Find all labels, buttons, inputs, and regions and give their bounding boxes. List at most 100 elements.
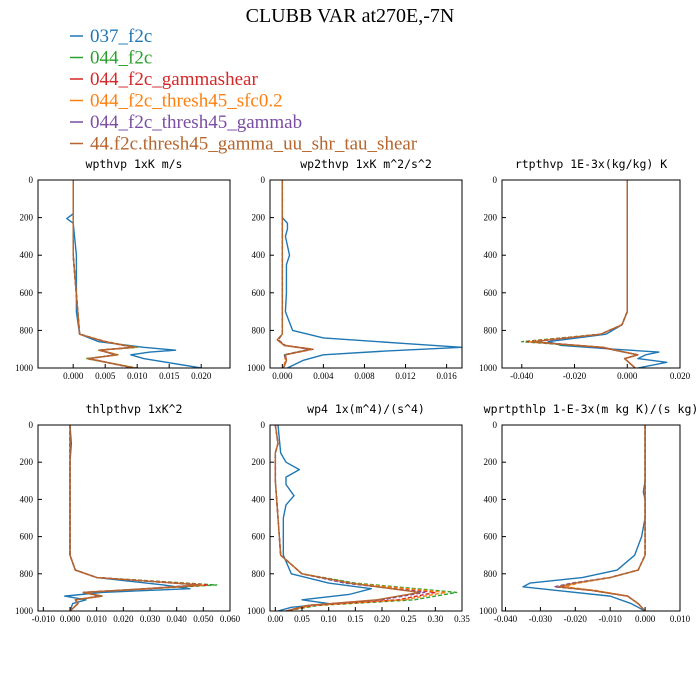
panel-2: wp2thvp 1xK m^2/s^2 0.000 0.004 0.008 0.012 0… <box>247 157 463 381</box>
y-tick-label: 800 <box>252 569 266 579</box>
legend-label: 037_f2c <box>90 26 152 47</box>
panels: wpthvp 1xK m/s0.000 0.005 0.010 0.015 0.0200… <box>15 157 698 624</box>
series-line <box>274 425 421 611</box>
y-tick-label: 600 <box>20 532 34 542</box>
panel-4: thlpthvp 1xK^2 -0.010 0.000 0.010 0.020 0.030… <box>15 402 241 624</box>
y-tick-label: 1000 <box>15 363 34 373</box>
x-tick-label: 0.000 <box>60 614 81 624</box>
x-tick-label: 0.010 <box>670 614 691 624</box>
x-tick-label: -0.010 <box>599 614 623 624</box>
x-tick-label: -0.020 <box>563 371 587 381</box>
y-tick-label: 0 <box>261 420 266 430</box>
y-tick-label: 1000 <box>479 363 498 373</box>
y-tick-label: 400 <box>252 250 266 260</box>
panel-frame <box>269 424 463 612</box>
y-tick-label: 200 <box>252 457 266 467</box>
series-line <box>277 180 314 368</box>
x-tick-label: 0.25 <box>401 614 417 624</box>
y-tick-label: 0 <box>493 420 498 430</box>
series-line <box>547 180 668 368</box>
panel-frame <box>37 179 231 369</box>
y-tick-label: 800 <box>20 569 34 579</box>
y-tick-label: 1000 <box>247 363 266 373</box>
x-tick-label: 0.30 <box>427 614 443 624</box>
plot-area <box>276 180 462 368</box>
series-line <box>72 180 136 368</box>
y-tick-label: 0 <box>493 175 498 185</box>
x-tick-label: -0.040 <box>494 614 518 624</box>
x-tick-label: 0.012 <box>395 371 415 381</box>
x-tick-label: 0.000 <box>617 371 638 381</box>
x-tick-label: 0.000 <box>272 371 293 381</box>
x-tick-label: 0.040 <box>167 614 188 624</box>
y-tick-label: 0 <box>29 420 34 430</box>
y-tick-label: 400 <box>484 250 498 260</box>
panel-frame <box>501 179 681 369</box>
x-tick-label: 0.020 <box>191 371 212 381</box>
y-tick-label: 600 <box>252 288 266 298</box>
x-tick-label: 0.00 <box>267 614 283 624</box>
panel-6: wprtpthlp 1-E-3x(m kg K)/(s kg) -0.040 -0.… <box>479 402 698 624</box>
y-tick-label: 400 <box>252 494 266 504</box>
panel-frame <box>269 179 463 369</box>
legend-entry: 44.f2c.thresh45_gamma_uu_shr_tau_shear <box>70 134 418 155</box>
series-line <box>69 425 210 611</box>
legend-entry: 044_f2c_thresh45_sfc0.2 <box>70 91 283 112</box>
y-tick-label: 0 <box>261 175 266 185</box>
x-tick-label: 0.060 <box>220 614 241 624</box>
panel-frame <box>37 424 231 612</box>
legend-entry: 044_f2c_gammashear <box>70 69 258 90</box>
legend-label: 044_f2c <box>90 48 152 69</box>
y-tick-label: 200 <box>20 213 34 223</box>
panel-title: wp4 1x(m^4)/(s^4) <box>307 402 425 416</box>
x-tick-label: 0.010 <box>127 371 148 381</box>
x-tick-label: 0.05 <box>294 614 310 624</box>
y-tick-label: 200 <box>20 457 34 467</box>
y-tick-label: 600 <box>252 532 266 542</box>
x-tick-label: 0.015 <box>159 371 180 381</box>
plot-area <box>66 180 202 368</box>
x-tick-label: 0.016 <box>436 371 457 381</box>
series-line <box>522 425 646 611</box>
legend-label: 44.f2c.thresh45_gamma_uu_shr_tau_shear <box>90 134 418 155</box>
x-tick-label: 0.005 <box>95 371 116 381</box>
panel-title: rtpthvp 1E-3x(kg/kg) K <box>515 157 667 171</box>
plot-area <box>63 425 218 611</box>
legend-label: 044_f2c_thresh45_sfc0.2 <box>90 91 283 112</box>
y-tick-label: 800 <box>20 325 34 335</box>
x-tick-label: 0.004 <box>313 371 334 381</box>
y-tick-label: 800 <box>484 569 498 579</box>
x-tick-label: -0.020 <box>564 614 588 624</box>
legend-entry: 037_f2c <box>70 26 152 47</box>
panel-title: wp2thvp 1xK m^2/s^2 <box>300 157 432 171</box>
panel-frame <box>501 424 681 612</box>
x-tick-label: 0.15 <box>347 614 363 624</box>
x-tick-label: 0.000 <box>635 614 656 624</box>
y-tick-label: 1000 <box>479 606 498 616</box>
series-line <box>274 425 458 611</box>
series-line <box>276 180 313 368</box>
panel-3: rtpthvp 1E-3x(kg/kg) K -0.040 -0.020 0.000 0… <box>479 157 691 381</box>
x-tick-label: 0.020 <box>670 371 691 381</box>
legend: 037_f2c044_f2c044_f2c_gammashear044_f2c_… <box>70 26 418 155</box>
series-line <box>72 180 137 368</box>
panel-title: wprtpthlp 1-E-3x(m kg K)/(s kg) <box>484 402 699 416</box>
x-tick-label: 0.008 <box>354 371 375 381</box>
y-tick-label: 600 <box>484 288 498 298</box>
series-line <box>69 425 202 611</box>
y-tick-label: 1000 <box>15 606 34 616</box>
y-tick-label: 400 <box>20 250 34 260</box>
panel-title: wpthvp 1xK m/s <box>86 157 183 171</box>
figure-title: CLUBB VAR at270E,-7N <box>246 5 455 27</box>
x-tick-label: -0.010 <box>32 614 56 624</box>
y-tick-label: 600 <box>484 532 498 542</box>
panel-1: wpthvp 1xK m/s 0.000 0.005 0.010 0.015 0.020 0… <box>15 157 231 381</box>
panel-title: thlpthvp 1xK^2 <box>86 402 183 416</box>
x-tick-label: -0.030 <box>529 614 553 624</box>
series-line <box>277 425 373 611</box>
y-tick-label: 1000 <box>247 606 266 616</box>
y-tick-label: 600 <box>20 288 34 298</box>
series-line <box>72 180 135 368</box>
x-tick-label: 0.020 <box>113 614 134 624</box>
